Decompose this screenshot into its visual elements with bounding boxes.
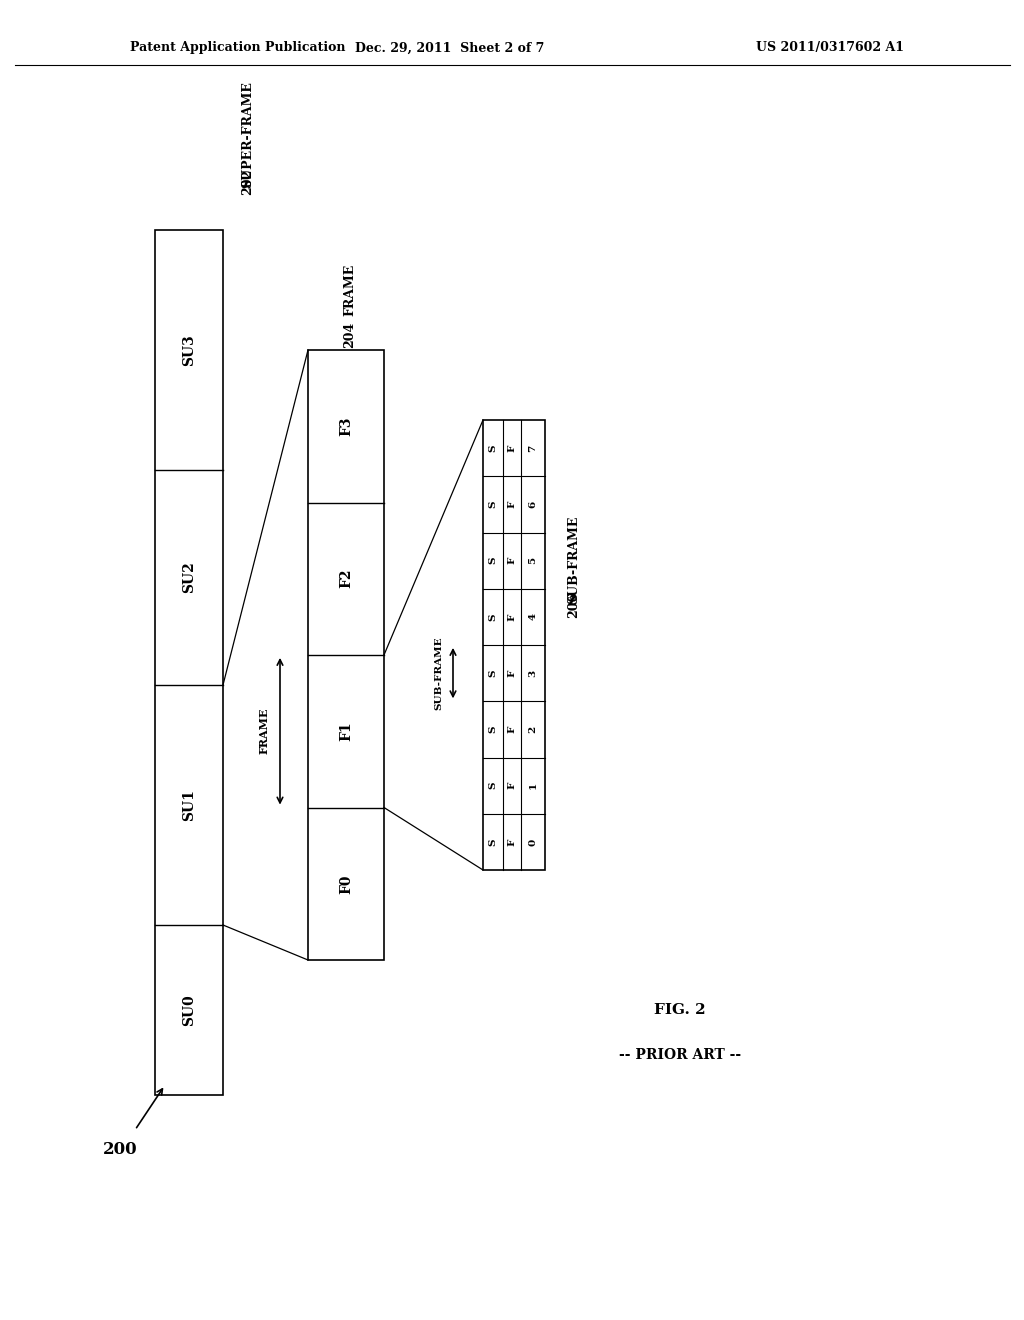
Text: F: F (508, 669, 517, 677)
Text: 202: 202 (242, 169, 255, 195)
Text: F3: F3 (339, 417, 353, 436)
Text: SU3: SU3 (182, 334, 196, 366)
Text: -- PRIOR ART --: -- PRIOR ART -- (618, 1048, 741, 1063)
Text: S: S (488, 445, 498, 451)
Text: 1: 1 (528, 781, 538, 789)
Text: FIG. 2: FIG. 2 (654, 1003, 706, 1016)
Text: FRAME: FRAME (259, 708, 270, 755)
Text: S: S (488, 557, 498, 565)
Text: 7: 7 (528, 445, 538, 451)
Text: 200: 200 (102, 1142, 137, 1159)
Bar (483, 420, 545, 870)
Text: 3: 3 (528, 669, 538, 677)
Text: SUB-FRAME: SUB-FRAME (434, 636, 443, 710)
Text: F: F (508, 781, 517, 789)
Text: F2: F2 (339, 569, 353, 589)
Text: SUPER-FRAME: SUPER-FRAME (242, 82, 255, 189)
Bar (308, 350, 384, 960)
Text: SU2: SU2 (182, 561, 196, 594)
Text: S: S (488, 838, 498, 846)
Text: 204: 204 (343, 322, 356, 348)
Text: Patent Application Publication: Patent Application Publication (130, 41, 345, 54)
Text: F: F (508, 726, 517, 733)
Text: 2: 2 (528, 726, 538, 733)
Text: SU0: SU0 (182, 994, 196, 1026)
Text: S: S (488, 781, 498, 789)
Text: 206: 206 (567, 591, 581, 618)
Bar (155, 230, 223, 1096)
Text: 4: 4 (528, 614, 538, 620)
Text: SUB-FRAME: SUB-FRAME (567, 516, 581, 605)
Text: FRAME: FRAME (343, 264, 356, 315)
Text: US 2011/0317602 A1: US 2011/0317602 A1 (756, 41, 904, 54)
Text: 6: 6 (528, 500, 538, 508)
Text: 5: 5 (528, 557, 538, 564)
Text: Dec. 29, 2011  Sheet 2 of 7: Dec. 29, 2011 Sheet 2 of 7 (355, 41, 545, 54)
Text: F: F (508, 500, 517, 508)
Text: S: S (488, 500, 498, 508)
Text: F: F (508, 557, 517, 565)
Text: S: S (488, 726, 498, 733)
Text: F: F (508, 614, 517, 620)
Text: F: F (508, 445, 517, 451)
Text: 0: 0 (528, 838, 538, 846)
Text: S: S (488, 669, 498, 677)
Text: F1: F1 (339, 722, 353, 741)
Text: F0: F0 (339, 874, 353, 894)
Text: SU1: SU1 (182, 789, 196, 821)
Text: F: F (508, 838, 517, 846)
Text: S: S (488, 612, 498, 620)
